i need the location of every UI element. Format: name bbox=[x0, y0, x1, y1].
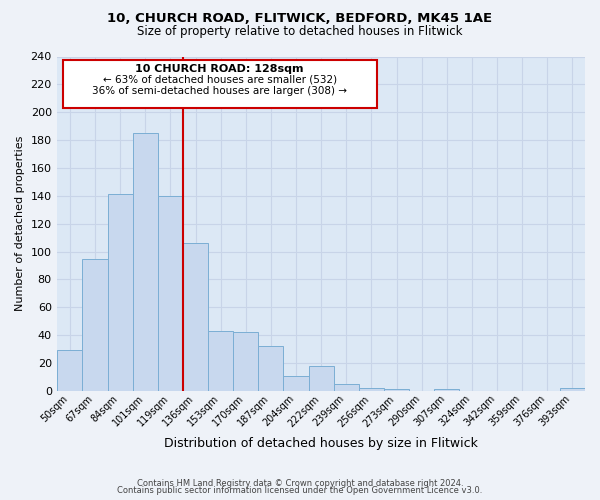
X-axis label: Distribution of detached houses by size in Flitwick: Distribution of detached houses by size … bbox=[164, 437, 478, 450]
Text: Contains HM Land Registry data © Crown copyright and database right 2024.: Contains HM Land Registry data © Crown c… bbox=[137, 478, 463, 488]
Bar bbox=[183, 243, 208, 391]
Text: 36% of semi-detached houses are larger (308) →: 36% of semi-detached houses are larger (… bbox=[92, 86, 347, 96]
Y-axis label: Number of detached properties: Number of detached properties bbox=[15, 136, 25, 312]
Bar bbox=[158, 196, 183, 391]
Bar bbox=[283, 376, 308, 391]
Bar bbox=[334, 384, 359, 391]
Text: Size of property relative to detached houses in Flitwick: Size of property relative to detached ho… bbox=[137, 25, 463, 38]
Bar bbox=[208, 331, 233, 391]
FancyBboxPatch shape bbox=[62, 60, 377, 108]
Bar bbox=[233, 332, 259, 391]
Bar bbox=[133, 133, 158, 391]
Bar bbox=[359, 388, 384, 391]
Bar bbox=[259, 346, 283, 391]
Text: 10 CHURCH ROAD: 128sqm: 10 CHURCH ROAD: 128sqm bbox=[136, 64, 304, 74]
Text: ← 63% of detached houses are smaller (532): ← 63% of detached houses are smaller (53… bbox=[103, 75, 337, 85]
Text: Contains public sector information licensed under the Open Government Licence v3: Contains public sector information licen… bbox=[118, 486, 482, 495]
Bar bbox=[58, 350, 82, 391]
Bar bbox=[107, 194, 133, 391]
Bar bbox=[560, 388, 585, 391]
Bar bbox=[434, 390, 460, 391]
Text: 10, CHURCH ROAD, FLITWICK, BEDFORD, MK45 1AE: 10, CHURCH ROAD, FLITWICK, BEDFORD, MK45… bbox=[107, 12, 493, 26]
Bar bbox=[308, 366, 334, 391]
Bar bbox=[82, 258, 107, 391]
Bar bbox=[384, 390, 409, 391]
